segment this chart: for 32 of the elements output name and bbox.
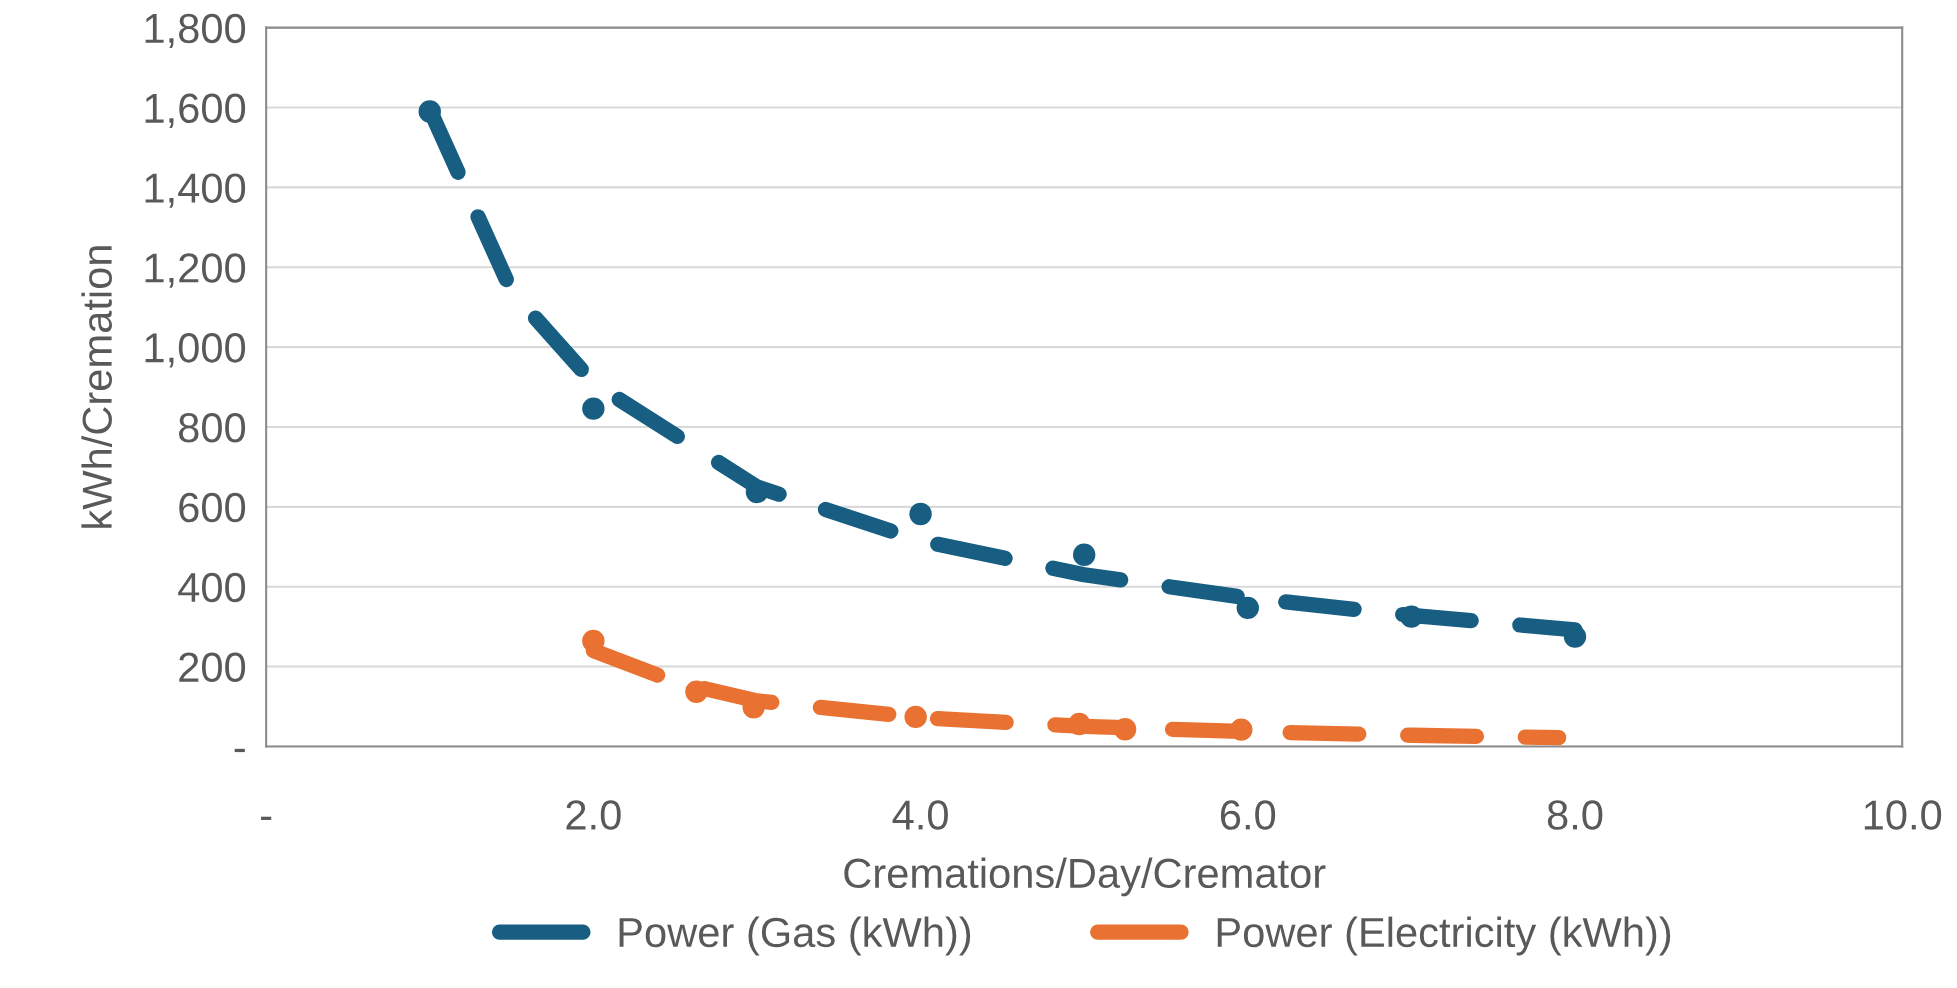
point — [904, 705, 927, 729]
point — [582, 629, 605, 653]
point — [1072, 543, 1096, 566]
y-axis-title: kWh/Cremation — [81, 246, 112, 528]
legend-label: Power (Electricity (kWh)) — [1217, 916, 1671, 956]
y-tick-label: 800 — [179, 412, 246, 443]
y-tick-label: 400 — [178, 572, 246, 603]
y-tick-label: 1,000 — [145, 333, 246, 368]
x-axis-title: Cremations/Day/Cremator — [844, 857, 1326, 897]
point — [1236, 596, 1259, 620]
x-tick-label: 10.0 — [1864, 800, 1942, 830]
y-tick-label: 200 — [179, 652, 246, 683]
point — [1563, 625, 1587, 648]
y-tick-label: 1,800 — [145, 13, 246, 49]
x-tick-label: 6.0 — [1220, 800, 1276, 830]
point — [1400, 605, 1423, 628]
point — [685, 680, 708, 703]
x-tick-label: 8.0 — [1547, 800, 1603, 830]
y-tick-label: 1,600 — [145, 93, 246, 128]
x-tick-label: 4.0 — [892, 800, 948, 830]
y-tick-label: - — [234, 748, 245, 753]
y-tick-label: 1,200 — [145, 253, 246, 288]
point — [1230, 718, 1253, 741]
y-tick-label: 1,400 — [145, 173, 246, 208]
y-tick-label: 600 — [179, 492, 246, 523]
legend-label: Power (Gas (kWh)) — [619, 916, 971, 956]
x-tick-label: 2.0 — [566, 800, 621, 830]
point — [418, 100, 441, 123]
point — [909, 502, 932, 526]
point — [582, 397, 605, 420]
point — [1068, 712, 1091, 736]
point — [1113, 718, 1137, 741]
